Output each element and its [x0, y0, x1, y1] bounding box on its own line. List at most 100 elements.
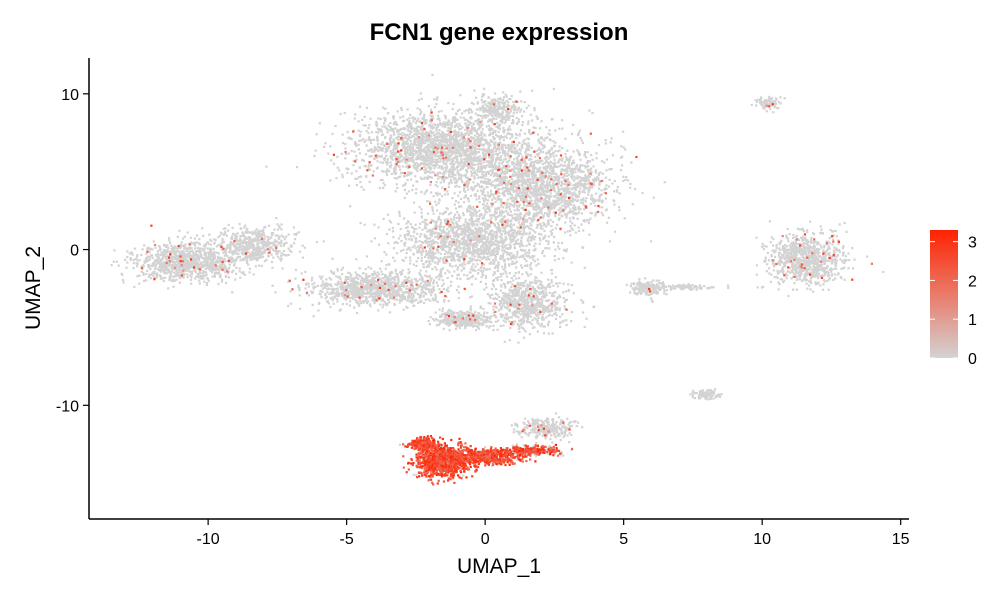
cell-point: [390, 127, 393, 130]
cell-point: [538, 152, 541, 155]
cell-point: [508, 246, 511, 249]
cell-point: [556, 223, 559, 226]
cell-point: [422, 149, 425, 152]
cell-point: [402, 144, 405, 147]
cell-point: [389, 137, 392, 140]
cell-point: [432, 138, 435, 141]
cell-point: [575, 177, 578, 180]
cell-point: [501, 136, 504, 139]
cell-point: [497, 206, 500, 209]
cell-point: [388, 165, 391, 168]
cell-point: [438, 176, 441, 179]
cell-point: [553, 205, 556, 208]
cell-point: [485, 248, 488, 251]
cell-point: [419, 155, 422, 158]
cell-point: [523, 227, 526, 230]
cell-point: [450, 217, 453, 221]
cell-point: [395, 137, 398, 140]
cell-point: [590, 154, 593, 157]
cell-point: [532, 206, 536, 209]
cell-point: [519, 187, 522, 190]
cell-point: [551, 153, 554, 156]
cell-point: [498, 240, 502, 243]
cell-point: [474, 255, 477, 258]
cell-point: [482, 190, 485, 193]
cell-point: [526, 190, 529, 193]
cell-point: [428, 162, 431, 165]
cell-point: [511, 232, 514, 235]
cell-point: [532, 187, 535, 190]
cell-point: [578, 166, 582, 169]
cell-point: [476, 189, 479, 192]
cell-point: [488, 128, 491, 131]
cell-point: [453, 238, 456, 241]
cell-point: [394, 147, 397, 150]
cell-point: [517, 162, 520, 165]
cell-point: [406, 248, 409, 251]
cell-point: [558, 149, 561, 152]
cell-point: [539, 171, 542, 174]
cell-point: [482, 143, 486, 146]
cell-point: [463, 196, 466, 199]
cell-point: [353, 150, 356, 153]
cell-point: [510, 194, 513, 197]
cell-point: [483, 165, 486, 168]
cell-point: [473, 159, 476, 162]
cell-point: [416, 154, 419, 157]
cell-point: [537, 138, 540, 141]
cell-point: [502, 268, 505, 271]
cell-point: [503, 179, 506, 182]
cell-point: [493, 260, 496, 263]
cell-point: [472, 245, 475, 248]
cell-point: [611, 182, 614, 185]
cell-point: [586, 151, 589, 154]
cell-point: [425, 270, 428, 273]
cell-point: [531, 176, 534, 179]
cell-point: [511, 163, 514, 166]
cell-point: [499, 210, 502, 213]
cell-point: [479, 223, 482, 226]
cell-point: [549, 175, 552, 178]
cell-point: [544, 199, 547, 202]
cell-point: [380, 154, 383, 158]
cell-point: [560, 168, 563, 171]
cell-point: [582, 203, 585, 206]
cell-point: [516, 218, 519, 221]
cell-point: [485, 182, 488, 185]
cell-point: [420, 257, 423, 260]
cell-point: [458, 133, 461, 136]
cell-point: [409, 235, 412, 238]
cell-point: [605, 187, 608, 190]
cell-point: [498, 231, 501, 234]
cell-point: [497, 261, 500, 264]
cell-point: [493, 213, 496, 216]
cell-point: [486, 255, 490, 258]
cell-point: [417, 145, 421, 148]
cell-point: [540, 120, 543, 123]
cell-point: [403, 175, 406, 178]
cell-point: [424, 138, 427, 141]
cell-point: [445, 158, 448, 161]
cell-point: [531, 166, 534, 169]
cell-point: [488, 206, 491, 209]
cell-point: [493, 173, 496, 176]
cell-point: [556, 179, 559, 182]
cell-point: [608, 178, 611, 181]
cell-point: [494, 218, 497, 221]
cell-point: [520, 240, 523, 243]
cell-point: [396, 110, 399, 113]
cell-point: [526, 184, 529, 187]
cell-point: [431, 73, 434, 77]
cell-point: [332, 162, 335, 165]
cell-point: [428, 243, 431, 246]
cell-point: [422, 136, 425, 139]
cell-point: [579, 208, 582, 211]
cell-point: [543, 177, 546, 180]
cell-point: [487, 152, 490, 155]
cell-point: [529, 203, 532, 206]
cell-point: [452, 138, 455, 141]
cell-point: [564, 155, 568, 158]
cell-point: [579, 187, 582, 190]
cell-point: [522, 208, 525, 211]
cell-point: [380, 129, 383, 132]
